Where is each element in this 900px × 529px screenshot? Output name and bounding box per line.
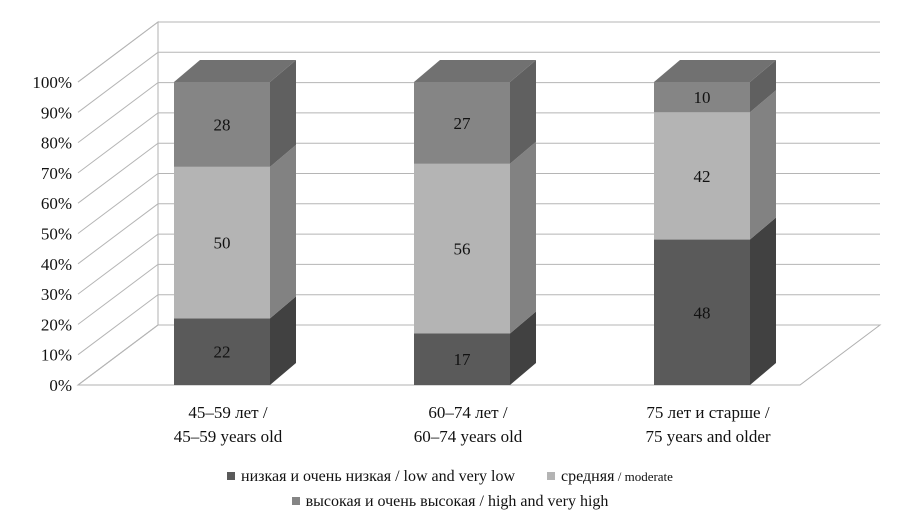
bar-segment-side [270, 144, 296, 319]
y-tick-label: 20% [41, 315, 72, 334]
data-label: 10 [694, 88, 711, 107]
x-tick-label: 45–59 years old [174, 427, 283, 446]
data-label: 48 [694, 303, 711, 322]
data-label: 50 [214, 234, 231, 253]
bar-segment-top [654, 60, 776, 82]
gridline [77, 324, 880, 386]
legend-row-1: низкая и очень низкая / low and very low… [0, 468, 900, 486]
legend-label-moderate-en: / moderate [614, 469, 673, 484]
gridline [77, 263, 880, 325]
x-tick-label: 75 years and older [645, 427, 770, 446]
y-tick-label: 30% [41, 285, 72, 304]
y-tick-label: 70% [41, 164, 72, 183]
gridline [77, 173, 880, 234]
bar-segment-front [174, 318, 270, 385]
legend-item-high: высокая и очень высокая / high and very … [291, 493, 609, 511]
data-label: 42 [694, 167, 711, 186]
bar-segment-front [654, 239, 750, 385]
bar-segment-side [510, 141, 536, 334]
legend-item-low: низкая и очень низкая / low and very low [227, 468, 515, 486]
bar-segment-front [414, 333, 510, 385]
bar-segment-side [510, 60, 536, 164]
y-tick-label: 80% [41, 134, 72, 153]
y-tick-label: 90% [41, 103, 72, 122]
x-tick-label: 45–59 лет / [188, 403, 267, 422]
bar-segment-front [654, 82, 750, 113]
y-tick-label: 60% [41, 194, 72, 213]
bar-segment-front [174, 166, 270, 319]
gridline [77, 142, 880, 204]
bar-segment-top [414, 60, 536, 82]
gridline [77, 51, 880, 113]
data-label: 17 [454, 350, 472, 369]
legend-swatch-moderate [547, 472, 556, 481]
gridline [77, 21, 880, 83]
bar-segment-front [654, 112, 750, 240]
bar-segment-side [750, 60, 776, 113]
y-tick-label: 50% [41, 225, 72, 244]
y-tick-label: 40% [41, 255, 72, 274]
legend-swatch-low [227, 472, 236, 481]
legend-row-2: высокая и очень высокая / high and very … [0, 493, 900, 511]
legend-label-high: высокая и очень высокая / high and very … [305, 493, 609, 510]
gridline [77, 294, 880, 356]
gridline [77, 112, 880, 174]
bar-segment-side [750, 217, 776, 385]
legend-item-moderate: средняя / moderate [547, 468, 673, 486]
gridline [77, 203, 880, 265]
bar-segment-side [270, 296, 296, 385]
legend-label-low: низкая и очень низкая / low and very low [241, 468, 516, 485]
bar-segment-front [414, 82, 510, 164]
bar-segment-side [510, 311, 536, 385]
y-tick-label: 100% [32, 73, 72, 92]
gridline [77, 233, 880, 295]
legend-swatch-high [291, 497, 300, 506]
y-tick-label: 0% [49, 376, 72, 395]
bar-segment-top [174, 60, 296, 82]
data-label: 56 [454, 240, 471, 259]
data-label: 22 [214, 343, 231, 362]
data-label: 27 [454, 114, 472, 133]
y-tick-label: 10% [41, 346, 72, 365]
x-tick-label: 60–74 years old [414, 427, 523, 446]
bar-segment-front [414, 163, 510, 334]
x-tick-label: 60–74 лет / [428, 403, 507, 422]
bar-segment-front [174, 82, 270, 167]
bar-segment-side [270, 60, 296, 167]
data-label: 28 [214, 115, 231, 134]
x-tick-label: 75 лет и старше / [646, 403, 769, 422]
bar-segment-side [750, 90, 776, 240]
gridline [77, 82, 880, 144]
legend-label-moderate: средняя [561, 468, 615, 485]
